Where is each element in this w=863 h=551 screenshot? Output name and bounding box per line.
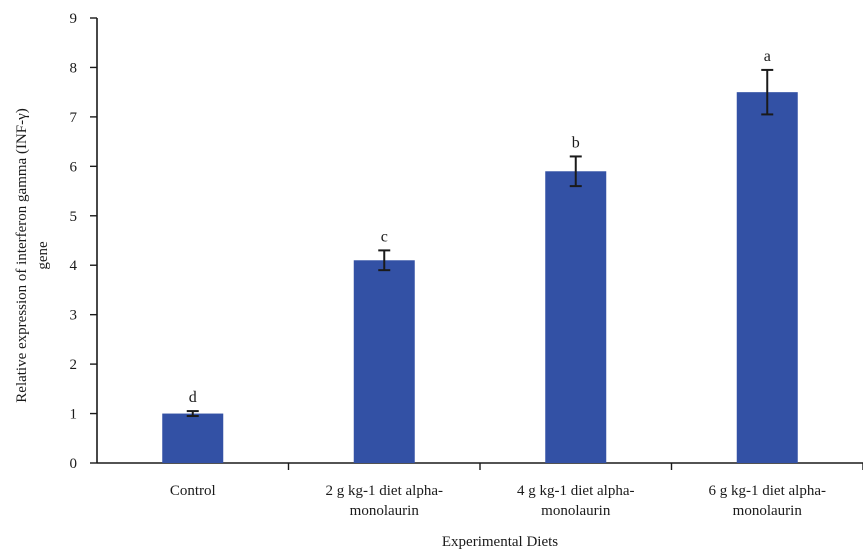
x-category-label-line: 4 g kg-1 diet alpha-	[517, 483, 634, 499]
y-tick-label: 2	[70, 357, 78, 373]
y-tick-label: 9	[70, 11, 78, 27]
significance-letter: b	[572, 134, 580, 151]
x-category-label-line: 2 g kg-1 diet alpha-	[326, 483, 443, 499]
axes: 0 1 2 3 4 5 6 7 8 9	[70, 11, 863, 472]
y-tick-label: 6	[70, 159, 78, 175]
bar	[353, 260, 415, 463]
x-category-label-line: monolaurin	[541, 503, 611, 519]
x-axis-title: Experimental Diets	[442, 534, 558, 550]
x-category-label: 4 g kg-1 diet alpha-monolaurin	[517, 483, 634, 519]
y-tick-label: 7	[70, 110, 78, 126]
y-tick-label: 4	[70, 258, 78, 274]
y-axis-title: Relative expression of interferon gamma …	[14, 108, 51, 402]
bar	[162, 413, 224, 463]
bars: d c b a	[162, 48, 798, 464]
significance-letter: a	[764, 48, 771, 65]
y-tick-label: 3	[70, 308, 78, 324]
x-category-label-line: 6 g kg-1 diet alpha-	[709, 483, 826, 499]
y-tick-label: 5	[70, 209, 78, 225]
bar	[545, 171, 607, 463]
x-category-label: Control	[170, 483, 216, 499]
significance-letter: c	[381, 228, 388, 245]
y-axis-title-line: gene	[35, 241, 51, 270]
bar	[736, 92, 798, 464]
significance-letter: d	[189, 389, 197, 406]
y-tick-label: 8	[70, 60, 78, 76]
x-category-label: 6 g kg-1 diet alpha-monolaurin	[709, 483, 826, 519]
y-tick-label: 1	[70, 407, 78, 423]
y-tick-label: 0	[70, 456, 78, 472]
y-axis-title-line: Relative expression of interferon gamma …	[14, 108, 30, 402]
x-category-label: 2 g kg-1 diet alpha-monolaurin	[326, 483, 443, 519]
x-category-label-line: monolaurin	[350, 503, 420, 519]
x-category-label-line: monolaurin	[733, 503, 803, 519]
x-category-label-line: Control	[170, 483, 216, 499]
